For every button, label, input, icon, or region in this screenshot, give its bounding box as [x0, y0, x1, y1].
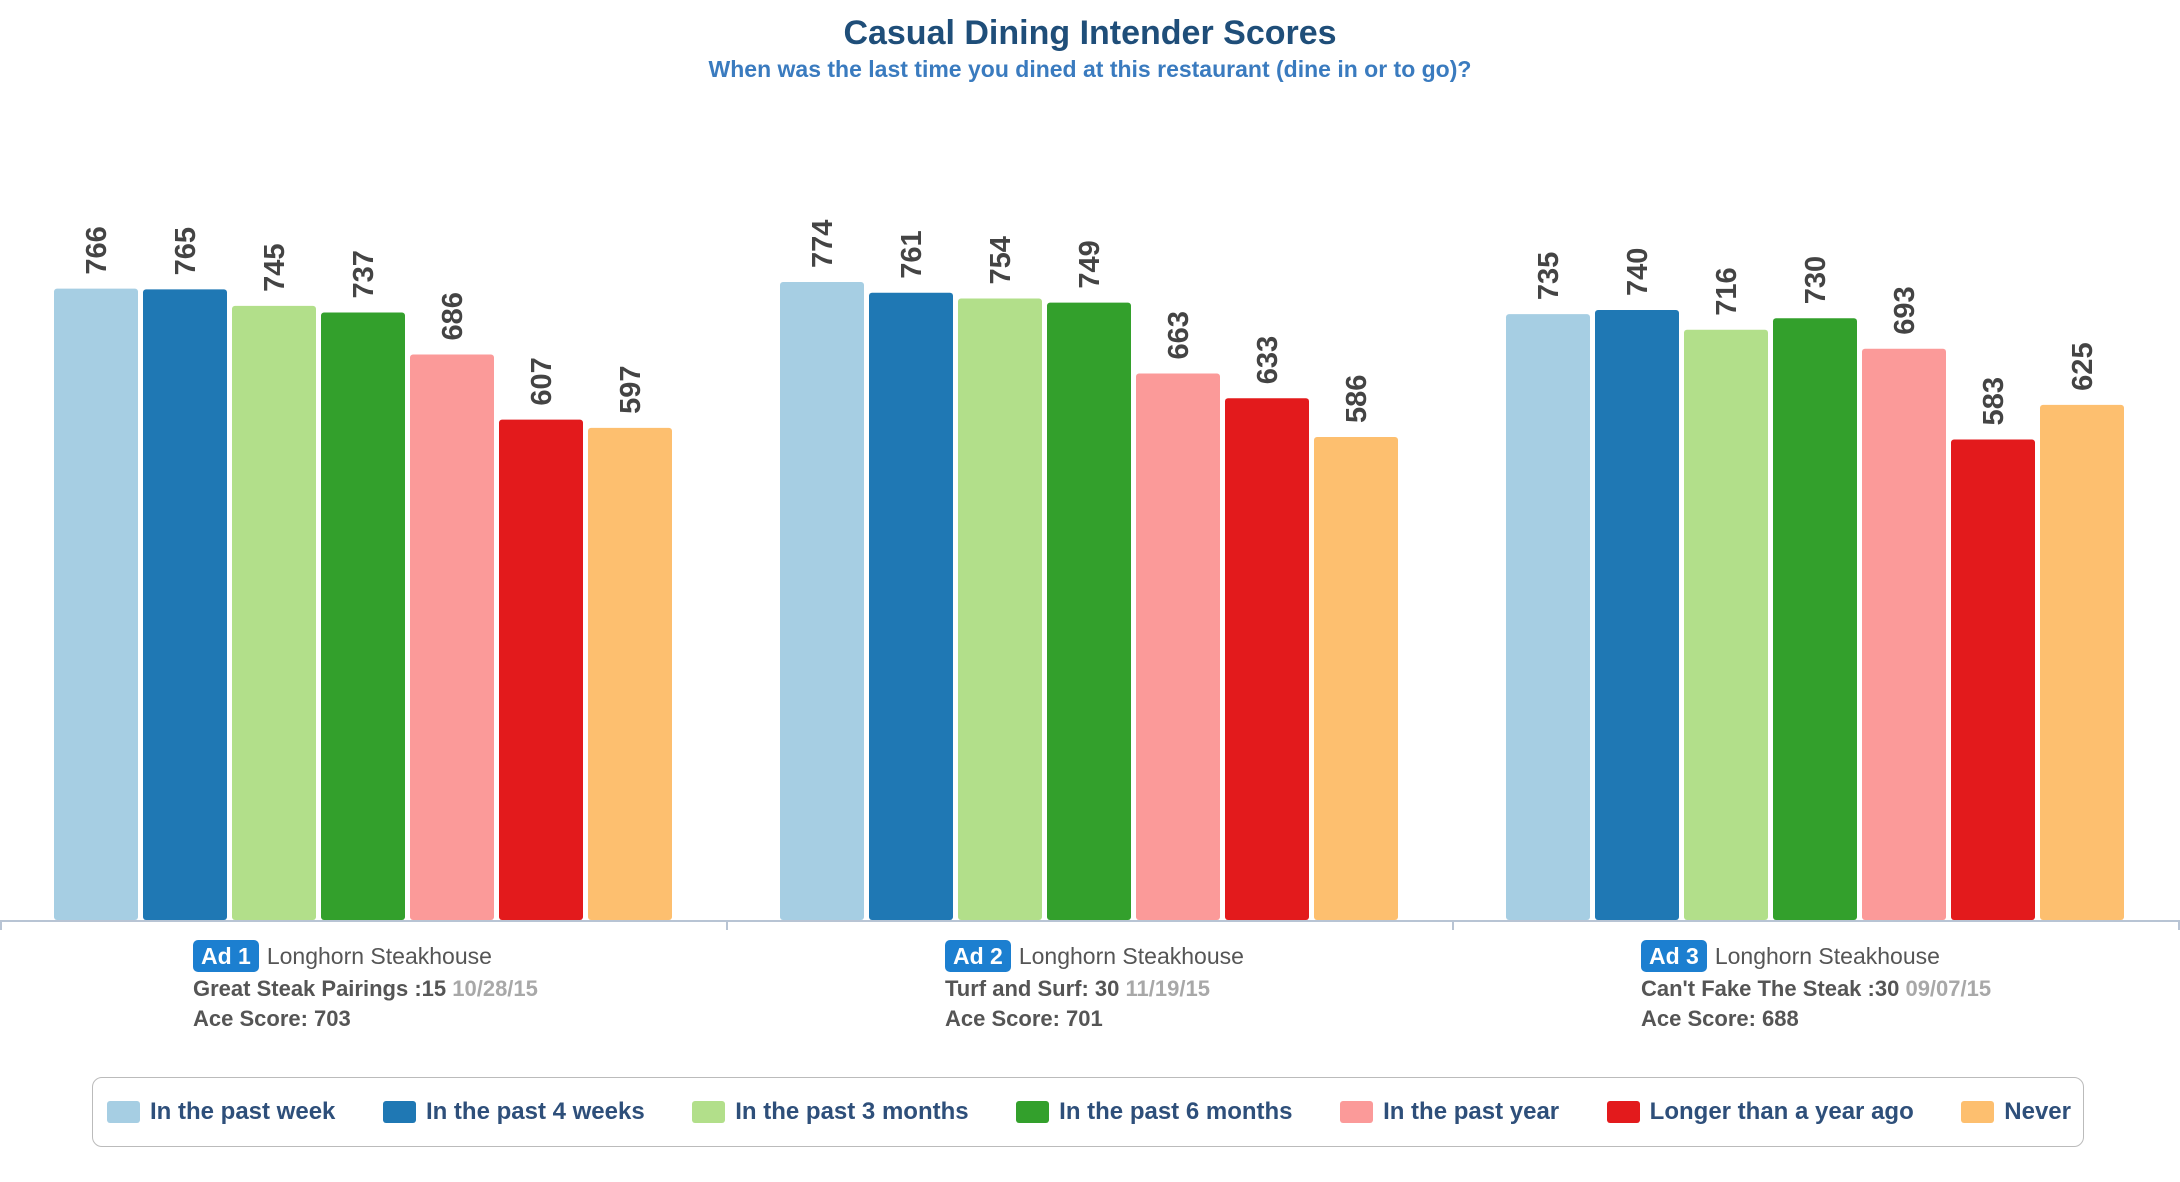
bar-ad3-series-2[interactable] — [1595, 310, 1679, 920]
ad-badge[interactable]: Ad 2 — [945, 940, 1011, 972]
data-label: 716 — [1711, 267, 1743, 315]
legend-swatch — [1606, 1101, 1640, 1123]
legend-swatch — [692, 1101, 726, 1123]
legend-item-past-week[interactable]: In the past week — [107, 1098, 335, 1126]
ace-score: Ace Score: 703 — [193, 1006, 351, 1031]
ad-date: 11/19/15 — [1125, 976, 1210, 1001]
legend-label: In the past 6 months — [1059, 1098, 1293, 1125]
group-info-3: Ad 3 Longhorn Steakhouse Can't Fake The … — [1641, 940, 1991, 1034]
bar-ad3-series-6[interactable] — [1951, 439, 2035, 920]
data-label: 663 — [1163, 311, 1195, 359]
ad-brand: Longhorn Steakhouse — [1714, 943, 1940, 969]
legend-swatch — [107, 1101, 140, 1123]
data-label: 586 — [1341, 375, 1373, 423]
data-label: 766 — [81, 226, 113, 274]
legend-item-past-3-months[interactable]: In the past 3 months — [692, 1098, 969, 1126]
data-label: 754 — [985, 236, 1017, 284]
legend-label: In the past week — [150, 1098, 336, 1125]
ad-badge[interactable]: Ad 3 — [1641, 940, 1707, 972]
group-info-1: Ad 1 Longhorn Steakhouse Great Steak Pai… — [193, 940, 538, 1034]
legend-swatch — [1016, 1101, 1050, 1123]
bar-ad1-series-5[interactable] — [410, 354, 494, 920]
ad-brand: Longhorn Steakhouse — [266, 943, 492, 969]
bar-ad1-series-3[interactable] — [232, 305, 316, 920]
ad-title: Can't Fake The Steak :30 — [1641, 976, 1900, 1001]
ace-score: Ace Score: 688 — [1641, 1006, 1799, 1031]
bar-ad2-series-3[interactable] — [958, 298, 1042, 920]
data-label: 730 — [1800, 256, 1832, 304]
group-info-2: Ad 2 Longhorn Steakhouse Turf and Surf: … — [945, 940, 1244, 1034]
ad-brand: Longhorn Steakhouse — [1018, 943, 1244, 969]
data-label: 735 — [1533, 252, 1565, 300]
bar-ad1-series-7[interactable] — [588, 427, 672, 920]
legend: In the past week In the past 4 weeks In … — [92, 1077, 2084, 1147]
bar-ad1-series-2[interactable] — [143, 289, 227, 921]
data-label: 761 — [896, 230, 928, 278]
ad-date: 10/28/15 — [452, 976, 538, 1001]
ad-title: Great Steak Pairings :15 — [193, 976, 447, 1001]
bar-ad3-series-1[interactable] — [1506, 314, 1590, 920]
legend-item-past-6-months[interactable]: In the past 6 months — [1016, 1098, 1293, 1126]
legend-item-past-year[interactable]: In the past year — [1340, 1098, 1559, 1126]
data-label: 607 — [526, 357, 558, 405]
data-label: 740 — [1622, 248, 1654, 296]
bar-ad2-series-2[interactable] — [869, 292, 953, 920]
bar-ad1-series-4[interactable] — [321, 312, 405, 920]
legend-label: In the past 4 weeks — [425, 1098, 645, 1125]
data-label: 583 — [1978, 377, 2010, 425]
legend-label: In the past 3 months — [735, 1098, 969, 1125]
bar-ad3-series-3[interactable] — [1684, 329, 1768, 920]
data-label: 745 — [259, 244, 291, 292]
ad-badge[interactable]: Ad 1 — [193, 940, 259, 972]
data-label: 686 — [437, 292, 469, 340]
ace-score: Ace Score: 701 — [945, 1006, 1103, 1031]
bar-ad3-series-4[interactable] — [1773, 318, 1857, 920]
bar-ad2-series-4[interactable] — [1047, 302, 1131, 920]
legend-label: Never — [2004, 1098, 2071, 1125]
data-label: 765 — [170, 227, 202, 275]
ad-title: Turf and Surf: 30 — [945, 976, 1120, 1001]
bar-ad3-series-7[interactable] — [2040, 404, 2124, 921]
plot-area: 766 765 745 737 686 607 597 774 761 754 749 663 633 5… — [0, 220, 2180, 930]
legend-item-never[interactable]: Never — [1961, 1098, 2071, 1126]
data-label: 693 — [1889, 286, 1921, 334]
legend-item-past-4-weeks[interactable]: In the past 4 weeks — [382, 1098, 645, 1126]
chart-title: Casual Dining Intender Scores — [843, 14, 1337, 52]
bar-ad2-series-6[interactable] — [1225, 398, 1309, 920]
data-label: 737 — [348, 250, 380, 298]
legend-swatch — [1340, 1101, 1374, 1123]
bar-ad1-series-1[interactable] — [54, 288, 138, 920]
bar-ad3-series-5[interactable] — [1862, 348, 1946, 920]
legend-item-longer-than-year[interactable]: Longer than a year ago — [1606, 1098, 1914, 1126]
data-label: 633 — [1252, 336, 1284, 384]
legend-swatch — [1961, 1101, 1995, 1123]
legend-label: In the past year — [1383, 1098, 1560, 1125]
data-label: 625 — [2067, 342, 2099, 390]
data-label: 597 — [615, 366, 647, 414]
bar-ad2-series-5[interactable] — [1136, 373, 1220, 921]
legend-swatch — [382, 1101, 416, 1123]
bar-ad1-series-6[interactable] — [499, 419, 583, 920]
legend-label: Longer than a year ago — [1649, 1098, 1914, 1125]
chart-subtitle: When was the last time you dined at this… — [708, 56, 1472, 82]
data-label: 749 — [1074, 240, 1106, 288]
bar-ad2-series-1[interactable] — [780, 282, 864, 920]
ad-date: 09/07/15 — [1905, 976, 1992, 1001]
bar-ad2-series-7[interactable] — [1314, 436, 1398, 920]
data-label: 774 — [807, 220, 839, 268]
